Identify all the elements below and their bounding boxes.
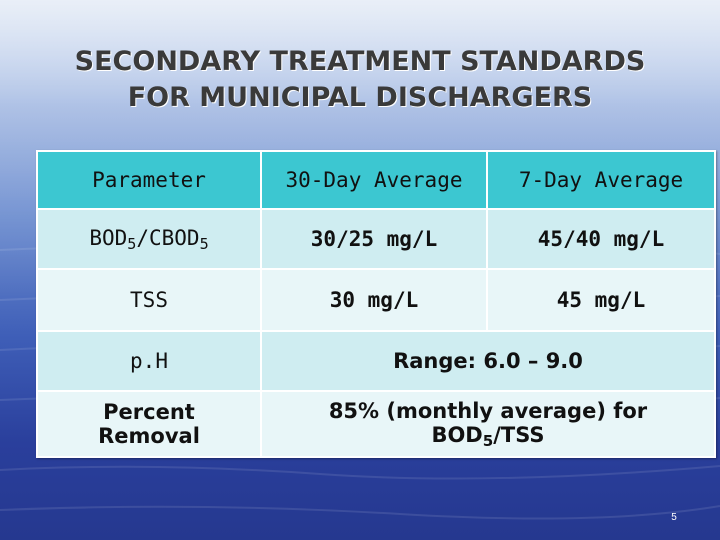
removal-text-line-2: BOD5/TSS (266, 423, 710, 450)
cell-percent-removal-value: 85% (monthly average) for BOD5/TSS (260, 390, 716, 458)
removal-bod-label: BOD (431, 422, 483, 447)
bod-label: BOD (89, 225, 128, 250)
cell-tss-30-day: 30 mg/L (260, 268, 488, 332)
removal-text-line-1: 85% (monthly average) for (328, 398, 648, 423)
cbod-subscript: 5 (199, 234, 209, 253)
bod-subscript: 5 (127, 234, 137, 253)
table-row-tss: TSS 30 mg/L 45 mg/L (36, 268, 716, 332)
table-row-ph: p.H Range: 6.0 – 9.0 (36, 330, 716, 392)
table-header-row: Parameter 30-Day Average 7-Day Average (36, 150, 716, 210)
cell-parameter-bod: BOD5/CBOD5 (36, 208, 262, 270)
page-number: 5 (671, 512, 677, 523)
slide-title-line-2: FOR MUNICIPAL DISCHARGERS (127, 82, 593, 113)
cell-parameter-percent-removal: Percent Removal (36, 390, 262, 458)
cell-tss-7-day: 45 mg/L (486, 268, 716, 332)
cell-ph-range: Range: 6.0 – 9.0 (260, 330, 716, 392)
header-7-day-average: 7-Day Average (486, 150, 716, 210)
removal-tss-label: /TSS (493, 422, 545, 447)
percent-removal-line-1: Percent (103, 400, 195, 424)
standards-table: Parameter 30-Day Average 7-Day Average B… (36, 150, 716, 458)
header-30-day-average: 30-Day Average (260, 150, 488, 210)
cell-bod-30-day: 30/25 mg/L (260, 208, 488, 270)
percent-removal-line-2: Removal (98, 424, 200, 448)
cell-bod-7-day: 45/40 mg/L (486, 208, 716, 270)
slide-title: SECONDARY TREATMENT STANDARDS FOR MUNICI… (0, 44, 720, 116)
slide-title-line-1: SECONDARY TREATMENT STANDARDS (74, 46, 646, 77)
cell-parameter-ph: p.H (36, 330, 262, 392)
table-row-percent-removal: Percent Removal 85% (monthly average) fo… (36, 390, 716, 458)
removal-bod-subscript: 5 (482, 431, 494, 450)
cbod-label: /CBOD (136, 225, 200, 250)
header-parameter: Parameter (36, 150, 262, 210)
cell-parameter-tss: TSS (36, 268, 262, 332)
table-row-bod: BOD5/CBOD5 30/25 mg/L 45/40 mg/L (36, 208, 716, 270)
